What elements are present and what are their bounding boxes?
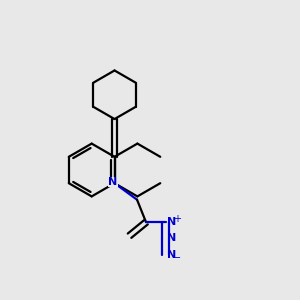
Text: N: N — [167, 250, 176, 260]
Text: −: − — [173, 253, 181, 262]
Text: N: N — [108, 177, 118, 187]
Text: +: + — [173, 214, 181, 224]
Text: N: N — [167, 233, 176, 243]
Text: N: N — [167, 217, 176, 226]
